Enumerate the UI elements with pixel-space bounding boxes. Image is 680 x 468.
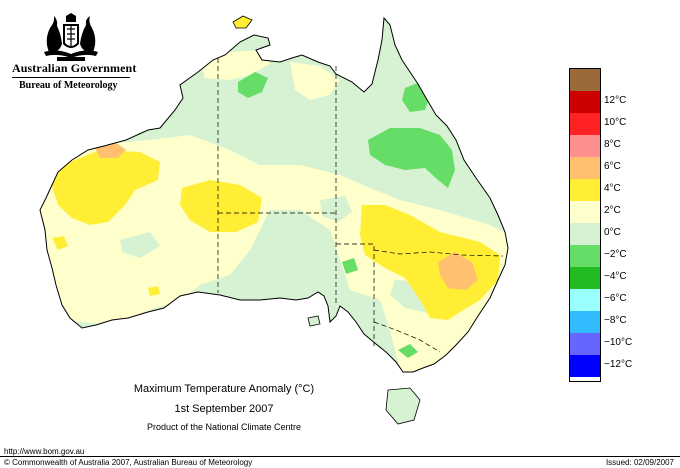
legend-swatch [570, 113, 600, 135]
legend-label: 6°C [604, 161, 621, 172]
legend-swatch [570, 311, 600, 333]
legend-label: −2°C [604, 249, 627, 260]
anomaly-map [39, 15, 509, 425]
legend-swatch [570, 355, 600, 377]
cool-patch [320, 196, 352, 222]
header-divider [12, 77, 130, 78]
legend-label: 12°C [604, 95, 627, 106]
qld-nsw-border [373, 249, 504, 257]
copyright-notice: © Commonwealth of Australia 2007, Austra… [4, 458, 253, 467]
small-warm-patch [52, 236, 68, 250]
state-borders [217, 58, 504, 353]
tiwi-islands [232, 15, 253, 29]
cool-zone [342, 258, 358, 274]
small-warm-patch [148, 286, 160, 296]
legend-label: −4°C [604, 271, 627, 282]
website-link[interactable]: http://www.bom.gov.au [4, 447, 85, 456]
legend-swatch [570, 267, 600, 289]
issued-date: Issued: 02/09/2007 [605, 458, 674, 467]
cool-zone [238, 72, 268, 98]
east-warm-zone [360, 205, 500, 320]
cool-zone [368, 128, 455, 188]
agency-name: Bureau of Meteorology [19, 80, 118, 91]
cool-patch [120, 232, 160, 258]
legend-swatch [570, 289, 600, 311]
government-title: Australian Government [12, 61, 137, 75]
legend-label: 0°C [604, 227, 621, 238]
legend-swatch [570, 333, 600, 355]
legend-label: −6°C [604, 293, 627, 304]
warm-band [40, 135, 508, 372]
legend-swatch [570, 245, 600, 267]
legend-swatch [570, 69, 600, 91]
top-end-warm-patch [290, 62, 340, 100]
legend-swatch [570, 91, 600, 113]
legend-swatch [570, 223, 600, 245]
sa-nsw-border [336, 243, 375, 346]
kangaroo-island [307, 315, 321, 327]
legend-swatch [570, 179, 600, 201]
legend-label: 2°C [604, 205, 621, 216]
hot-spot [438, 252, 478, 290]
legend-label: −8°C [604, 315, 627, 326]
legend-label: 8°C [604, 139, 621, 150]
legend-label: 4°C [604, 183, 621, 194]
nsw-vic-border [373, 321, 441, 353]
legend-swatch [570, 157, 600, 179]
legend-label: −12°C [604, 359, 633, 370]
map-title: Maximum Temperature Anomaly (°C) [133, 383, 315, 395]
legend-label: −10°C [604, 337, 633, 348]
legend-swatch [570, 135, 600, 157]
west-warm-zone [50, 150, 160, 225]
footer-divider [0, 456, 680, 457]
legend-label: 10°C [604, 117, 627, 128]
map-credit: Product of the National Climate Centre [146, 422, 302, 432]
legend-colour-bar [569, 68, 601, 382]
map-date: 1st September 2007 [174, 403, 274, 415]
coat-of-arms-icon [44, 13, 98, 61]
legend-swatch [570, 201, 600, 223]
cool-zone [398, 344, 418, 358]
central-warm-zone [180, 180, 262, 232]
tasmania [385, 387, 421, 425]
cool-zone [342, 350, 362, 372]
